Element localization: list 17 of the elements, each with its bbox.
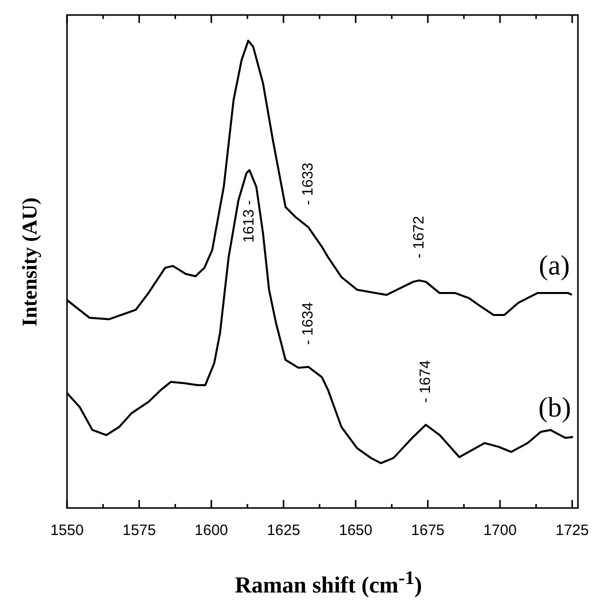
x-tick-label: 1625 [266, 522, 300, 540]
x-tick-label: 1600 [194, 522, 228, 540]
y-axis-title: Intensity (AU) [18, 198, 42, 326]
annotation: - 1674 [416, 360, 434, 403]
annotation: 1613 - [240, 200, 258, 243]
x-tick-label: 1650 [338, 522, 372, 540]
x-axis-title: Raman shift (cm$^{-1}$) [234, 568, 424, 599]
x-tick-label: 1700 [483, 522, 517, 540]
annotation: - 1672 [410, 216, 428, 258]
x-tick-label: 1575 [122, 522, 156, 540]
annotation: - 1633 [299, 162, 316, 206]
annotation: - 1634 [299, 302, 316, 345]
x-tick-label: 1550 [50, 522, 84, 540]
series-label: (a) [538, 250, 570, 282]
x-tick-label: 1675 [411, 522, 445, 540]
series-label: (b) [538, 392, 572, 424]
x-tick-label: 1725 [555, 522, 589, 540]
